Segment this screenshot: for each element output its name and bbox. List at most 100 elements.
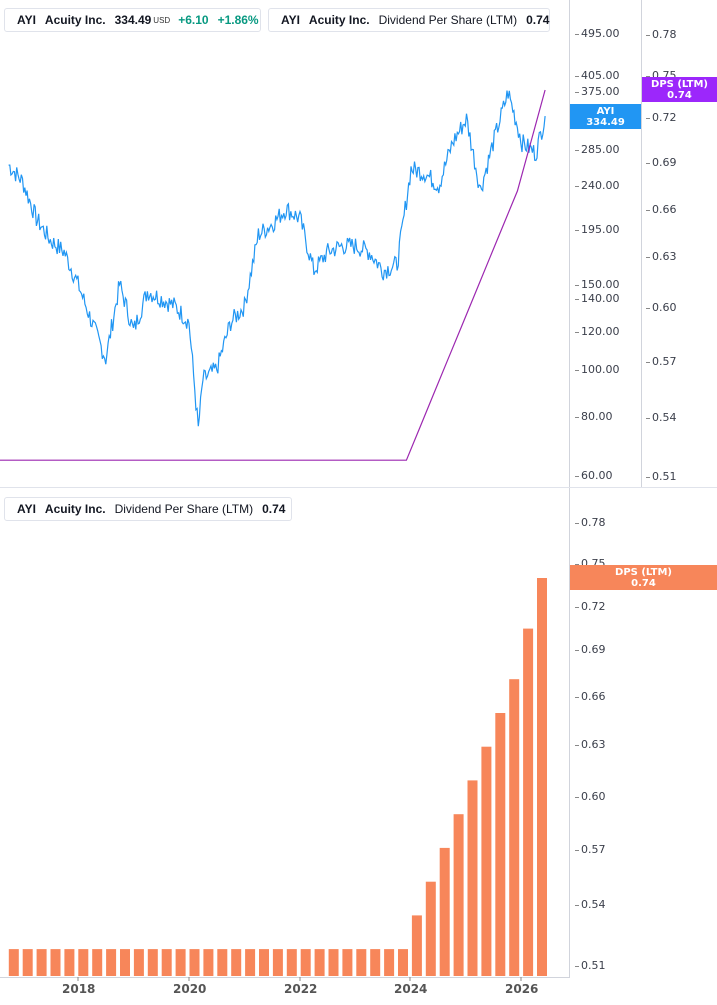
dps-tick-bottom: 0.51 xyxy=(575,959,606,972)
dps-bar[interactable] xyxy=(439,847,450,976)
dps-axis-border-bottom xyxy=(569,488,570,978)
price-legend-symbol: AYI xyxy=(17,13,36,27)
dps-bar[interactable] xyxy=(64,949,75,976)
price-tick: 375.00 xyxy=(575,85,620,98)
dps-bar[interactable] xyxy=(384,949,395,976)
dps-axis-border-top xyxy=(641,0,642,487)
dps-bar[interactable] xyxy=(50,949,61,976)
price-tick: 495.00 xyxy=(575,27,620,40)
dps-bar[interactable] xyxy=(537,578,547,976)
dps-tick-top: 0.63 xyxy=(646,250,677,263)
dps-tick-bottom: 0.54 xyxy=(575,898,606,911)
dps-legend-top[interactable]: AYI Acuity Inc. Dividend Per Share (LTM)… xyxy=(268,8,550,32)
dps-tick-top: 0.78 xyxy=(646,28,677,41)
dps-bar[interactable] xyxy=(203,949,214,976)
price-axis-border xyxy=(569,0,570,487)
price-tick: 60.00 xyxy=(575,469,613,482)
dps-bar[interactable] xyxy=(217,949,228,976)
price-tick: 195.00 xyxy=(575,223,620,236)
dps-tick-top: 0.54 xyxy=(646,411,677,424)
dps-bar[interactable] xyxy=(161,949,172,976)
price-tick: 80.00 xyxy=(575,410,613,423)
dps-bar[interactable] xyxy=(453,814,464,976)
dps-bar[interactable] xyxy=(259,949,269,976)
dps-bar[interactable] xyxy=(245,949,256,976)
time-axis-label: 2026 xyxy=(505,982,539,996)
dps-bar[interactable] xyxy=(300,949,311,976)
price-legend-price: 334.49 xyxy=(114,13,152,27)
price-tick: 150.00 xyxy=(575,278,620,291)
dps-bar[interactable] xyxy=(342,949,353,976)
dps-line xyxy=(0,89,546,461)
dps-legend-bottom[interactable]: AYI Acuity Inc. Dividend Per Share (LTM)… xyxy=(4,497,292,521)
price-tick: 240.00 xyxy=(575,179,620,192)
dps-bar[interactable] xyxy=(106,949,117,976)
pane-separator[interactable] xyxy=(0,487,717,488)
dps-bar[interactable] xyxy=(509,679,520,976)
price-badge-symbol: AYI xyxy=(596,106,615,117)
dps-bar[interactable] xyxy=(523,628,534,976)
dps-bar[interactable] xyxy=(78,949,89,976)
dps-tick-bottom: 0.63 xyxy=(575,738,606,751)
time-axis-label: 2024 xyxy=(394,982,428,996)
time-axis-border xyxy=(0,977,570,978)
dps-bar[interactable] xyxy=(189,949,200,976)
price-legend-company: Acuity Inc. xyxy=(44,13,106,27)
dps-bar[interactable] xyxy=(120,949,130,976)
time-axis-label: 2020 xyxy=(173,982,207,996)
time-axis-label: 2022 xyxy=(284,982,318,996)
dps-legend-bottom-value: 0.74 xyxy=(262,502,286,516)
dps-bar[interactable] xyxy=(147,949,158,976)
dps-bar[interactable] xyxy=(133,949,144,976)
dps-bar[interactable] xyxy=(175,949,186,976)
dps-bar[interactable] xyxy=(328,949,339,976)
dps-bar[interactable] xyxy=(356,949,367,976)
dps-bar[interactable] xyxy=(8,949,19,976)
dps-bar[interactable] xyxy=(495,713,506,976)
dps-bar[interactable] xyxy=(22,949,33,976)
dps-tick-top: 0.66 xyxy=(646,203,677,216)
dps-bar[interactable] xyxy=(467,780,478,976)
time-axis-label: 2018 xyxy=(62,982,96,996)
dps-bar[interactable] xyxy=(481,746,492,976)
dps-tick-bottom: 0.60 xyxy=(575,790,606,803)
dps-bar[interactable] xyxy=(314,949,325,976)
dps-bar[interactable] xyxy=(286,949,297,976)
dps-tick-top: 0.51 xyxy=(646,470,677,483)
price-line xyxy=(8,90,546,427)
price-tick: 405.00 xyxy=(575,69,620,82)
price-badge: AYI 334.49 xyxy=(570,104,641,129)
dps-bar[interactable] xyxy=(370,949,381,976)
dps-bar[interactable] xyxy=(272,949,283,976)
dps-badge-bottom-label: DPS (LTM) xyxy=(615,567,672,578)
dps-badge-top-label: DPS (LTM) xyxy=(651,79,708,90)
dps-legend-top-metric: Dividend Per Share (LTM) xyxy=(378,13,518,27)
dps-tick-bottom: 0.57 xyxy=(575,843,606,856)
dps-bar[interactable] xyxy=(398,949,408,976)
price-legend[interactable]: AYI Acuity Inc. 334.49 USD +6.10 +1.86% xyxy=(4,8,261,32)
dps-tick-top: 0.72 xyxy=(646,111,677,124)
dps-legend-top-value: 0.74 xyxy=(526,13,550,27)
dps-legend-bottom-metric: Dividend Per Share (LTM) xyxy=(114,502,254,516)
price-tick: 285.00 xyxy=(575,143,620,156)
dps-bar[interactable] xyxy=(425,881,436,976)
dps-tick-top: 0.69 xyxy=(646,156,677,169)
price-tick: 120.00 xyxy=(575,325,620,338)
price-badge-value: 334.49 xyxy=(586,117,625,128)
dps-bar[interactable] xyxy=(411,915,422,976)
dps-tick-top: 0.57 xyxy=(646,355,677,368)
dps-bar[interactable] xyxy=(92,949,103,976)
dps-tick-bottom: 0.72 xyxy=(575,600,606,613)
dps-legend-bottom-symbol: AYI xyxy=(17,502,36,516)
dps-badge-top: DPS (LTM) 0.74 xyxy=(642,77,717,102)
dps-tick-bottom: 0.69 xyxy=(575,643,606,656)
price-legend-currency: USD xyxy=(153,15,171,25)
dps-bar[interactable] xyxy=(36,949,47,976)
price-tick: 100.00 xyxy=(575,363,620,376)
price-tick: 140.00 xyxy=(575,292,620,305)
dps-bar[interactable] xyxy=(231,949,242,976)
dps-badge-bottom: DPS (LTM) 0.74 xyxy=(570,565,717,590)
dps-badge-bottom-value: 0.74 xyxy=(631,578,656,589)
dps-legend-top-symbol: AYI xyxy=(281,13,300,27)
